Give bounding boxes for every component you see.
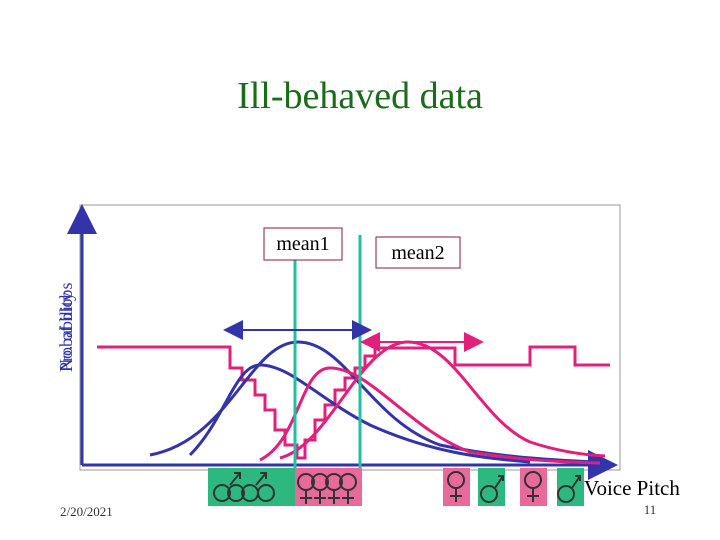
plot-frame	[79, 204, 621, 471]
curve	[259, 366, 601, 465]
date: 2/20/2021	[60, 504, 113, 519]
y-label: Probability	[56, 292, 76, 372]
label-box	[375, 236, 461, 269]
x-label: Voice Pitch	[584, 476, 680, 500]
mean2-label: mean2	[391, 242, 444, 264]
title: Ill-behaved data	[237, 75, 483, 117]
page-number: 11	[644, 502, 657, 517]
mean1-label: mean1	[276, 233, 329, 255]
symbols	[208, 468, 584, 506]
histogram	[97, 345, 610, 460]
curve	[279, 340, 606, 460]
curve	[188, 363, 531, 464]
y-label: No. of blobs	[56, 283, 76, 373]
label-box	[263, 227, 343, 261]
